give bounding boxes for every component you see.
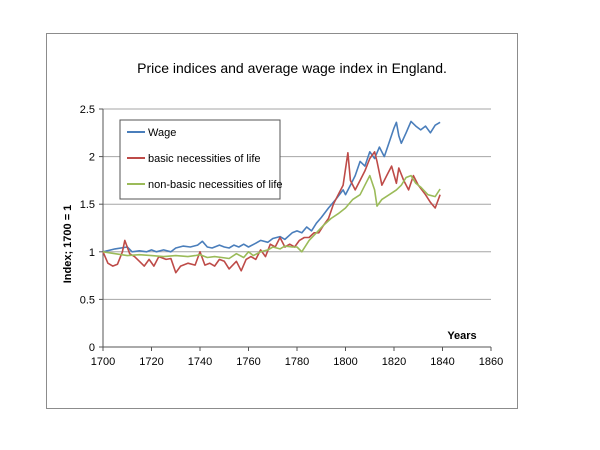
x-tick-label: 1800 (333, 356, 357, 368)
y-tick-label: 2.5 (80, 104, 95, 116)
legend: Wage basic necessities of life non-basic n… (119, 119, 283, 200)
axes (99, 108, 492, 351)
y-tick-label: 0 (89, 342, 95, 354)
y-tick-label: 1 (89, 247, 95, 259)
series-lines (102, 120, 441, 274)
y-tick-label: 0.5 (80, 294, 95, 306)
series-line-3 (102, 174, 441, 260)
chart: Price indices and average wage index in … (62, 60, 503, 368)
x-tick-label: 1840 (430, 356, 454, 368)
x-tick-label: 1700 (91, 356, 115, 368)
x-axis-label: Years (447, 330, 476, 342)
y-ticks: 0 0.5 1 1.5 2 2.5 (80, 104, 95, 354)
y-tick-label: 1.5 (80, 199, 95, 211)
x-tick-label: 1860 (479, 356, 503, 368)
x-tick-label: 1780 (285, 356, 309, 368)
x-tick-label: 1720 (139, 356, 163, 368)
y-tick-label: 2 (89, 152, 95, 164)
series-line-2 (102, 151, 441, 274)
legend-label-2: basic necessities of life (148, 153, 261, 165)
x-tick-label: 1740 (188, 356, 212, 368)
legend-box (119, 119, 281, 200)
series-line-1 (102, 120, 441, 253)
chart-frame: Price indices and average wage index in … (46, 33, 518, 409)
legend-label-1: Wage (148, 127, 176, 139)
legend-label-3: non-basic necessities of life (148, 179, 283, 191)
chart-title: Price indices and average wage index in … (137, 60, 447, 76)
x-ticks: 1700 1720 1740 1760 1780 1800 1820 1840 1860 (91, 356, 503, 368)
x-tick-label: 1820 (382, 356, 406, 368)
x-tick-label: 1760 (236, 356, 260, 368)
y-axis-label: Index; 1700 = 1 (62, 205, 74, 284)
